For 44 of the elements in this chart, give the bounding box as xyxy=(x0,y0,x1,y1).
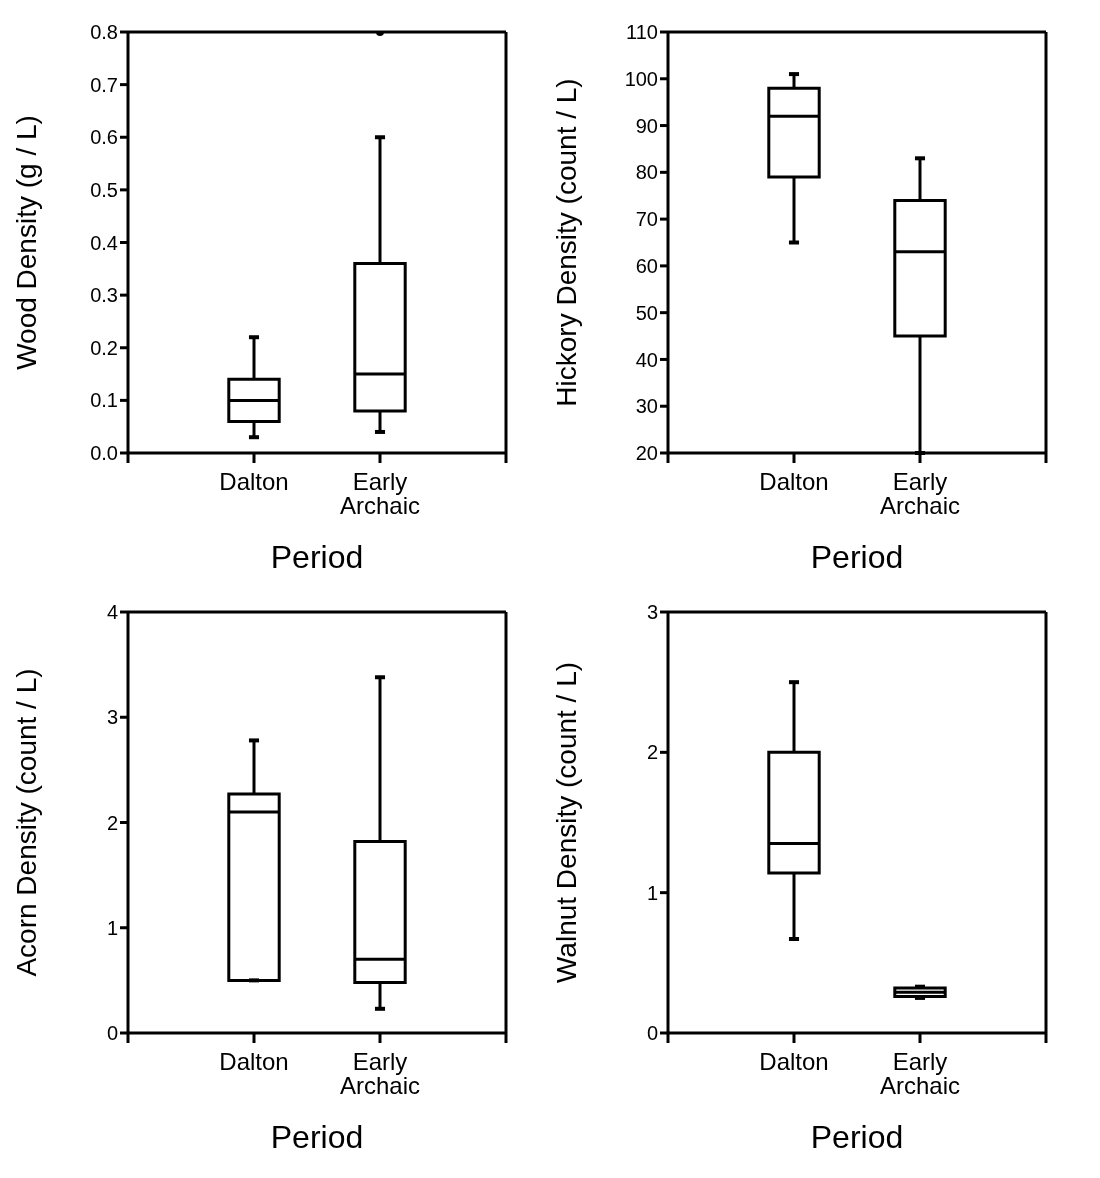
y-tick-label: 2 xyxy=(106,811,118,834)
y-tick-label: 2 xyxy=(646,741,658,764)
y-tick-label: 0 xyxy=(646,1022,658,1045)
y-tick-label: 1 xyxy=(646,881,658,904)
x-tick-label: Dalton xyxy=(759,1048,829,1076)
y-tick-label: 0.6 xyxy=(90,126,118,149)
x-tick-label: Dalton xyxy=(219,1048,289,1076)
x-axis-title: Period xyxy=(810,539,904,575)
y-tick-label: 0 xyxy=(106,1022,118,1045)
y-tick-label: 0.1 xyxy=(90,389,118,412)
y-axis-title: Walnut Density (count / L) xyxy=(550,661,582,984)
y-tick-label: 0.2 xyxy=(90,336,118,359)
y-tick-label: 0.8 xyxy=(90,21,118,44)
y-tick-label: 0.7 xyxy=(90,73,118,96)
y-tick-label: 4 xyxy=(106,601,118,624)
y-tick-label: 90 xyxy=(635,114,658,137)
y-tick-label: 40 xyxy=(635,348,658,371)
y-tick-label: 100 xyxy=(624,67,658,90)
y-tick-label: 30 xyxy=(635,395,658,418)
x-axis-title: Period xyxy=(270,539,364,575)
x-tick-label: Early Archaic xyxy=(879,1048,961,1100)
x-axis-title: Period xyxy=(270,1119,364,1155)
x-tick-label: Early Archaic xyxy=(339,1048,421,1100)
y-tick-label: 1 xyxy=(106,916,118,939)
y-axis-title: Acorn Density (count / L) xyxy=(10,668,42,977)
y-tick-label: 0.4 xyxy=(90,231,118,254)
y-axis-title: Wood Density (g / L) xyxy=(10,115,42,370)
y-tick-label: 3 xyxy=(646,601,658,624)
y-tick-label: 0.3 xyxy=(90,284,118,307)
x-tick-label: Early Archaic xyxy=(339,468,421,520)
y-tick-label: 3 xyxy=(106,706,118,729)
x-tick-label: Dalton xyxy=(219,468,289,496)
y-tick-label: 0.5 xyxy=(90,178,118,201)
x-tick-label: Dalton xyxy=(759,468,829,496)
y-axis-title: Hickory Density (count / L) xyxy=(550,78,582,407)
y-tick-label: 50 xyxy=(635,301,658,324)
y-tick-label: 70 xyxy=(635,208,658,231)
y-tick-label: 80 xyxy=(635,161,658,184)
y-tick-label: 110 xyxy=(626,21,658,44)
y-tick-label: 60 xyxy=(635,254,658,277)
x-axis-title: Period xyxy=(810,1119,904,1155)
y-tick-label: 0.0 xyxy=(90,442,118,465)
y-tick-label: 20 xyxy=(635,442,658,465)
x-tick-label: Early Archaic xyxy=(879,468,961,520)
